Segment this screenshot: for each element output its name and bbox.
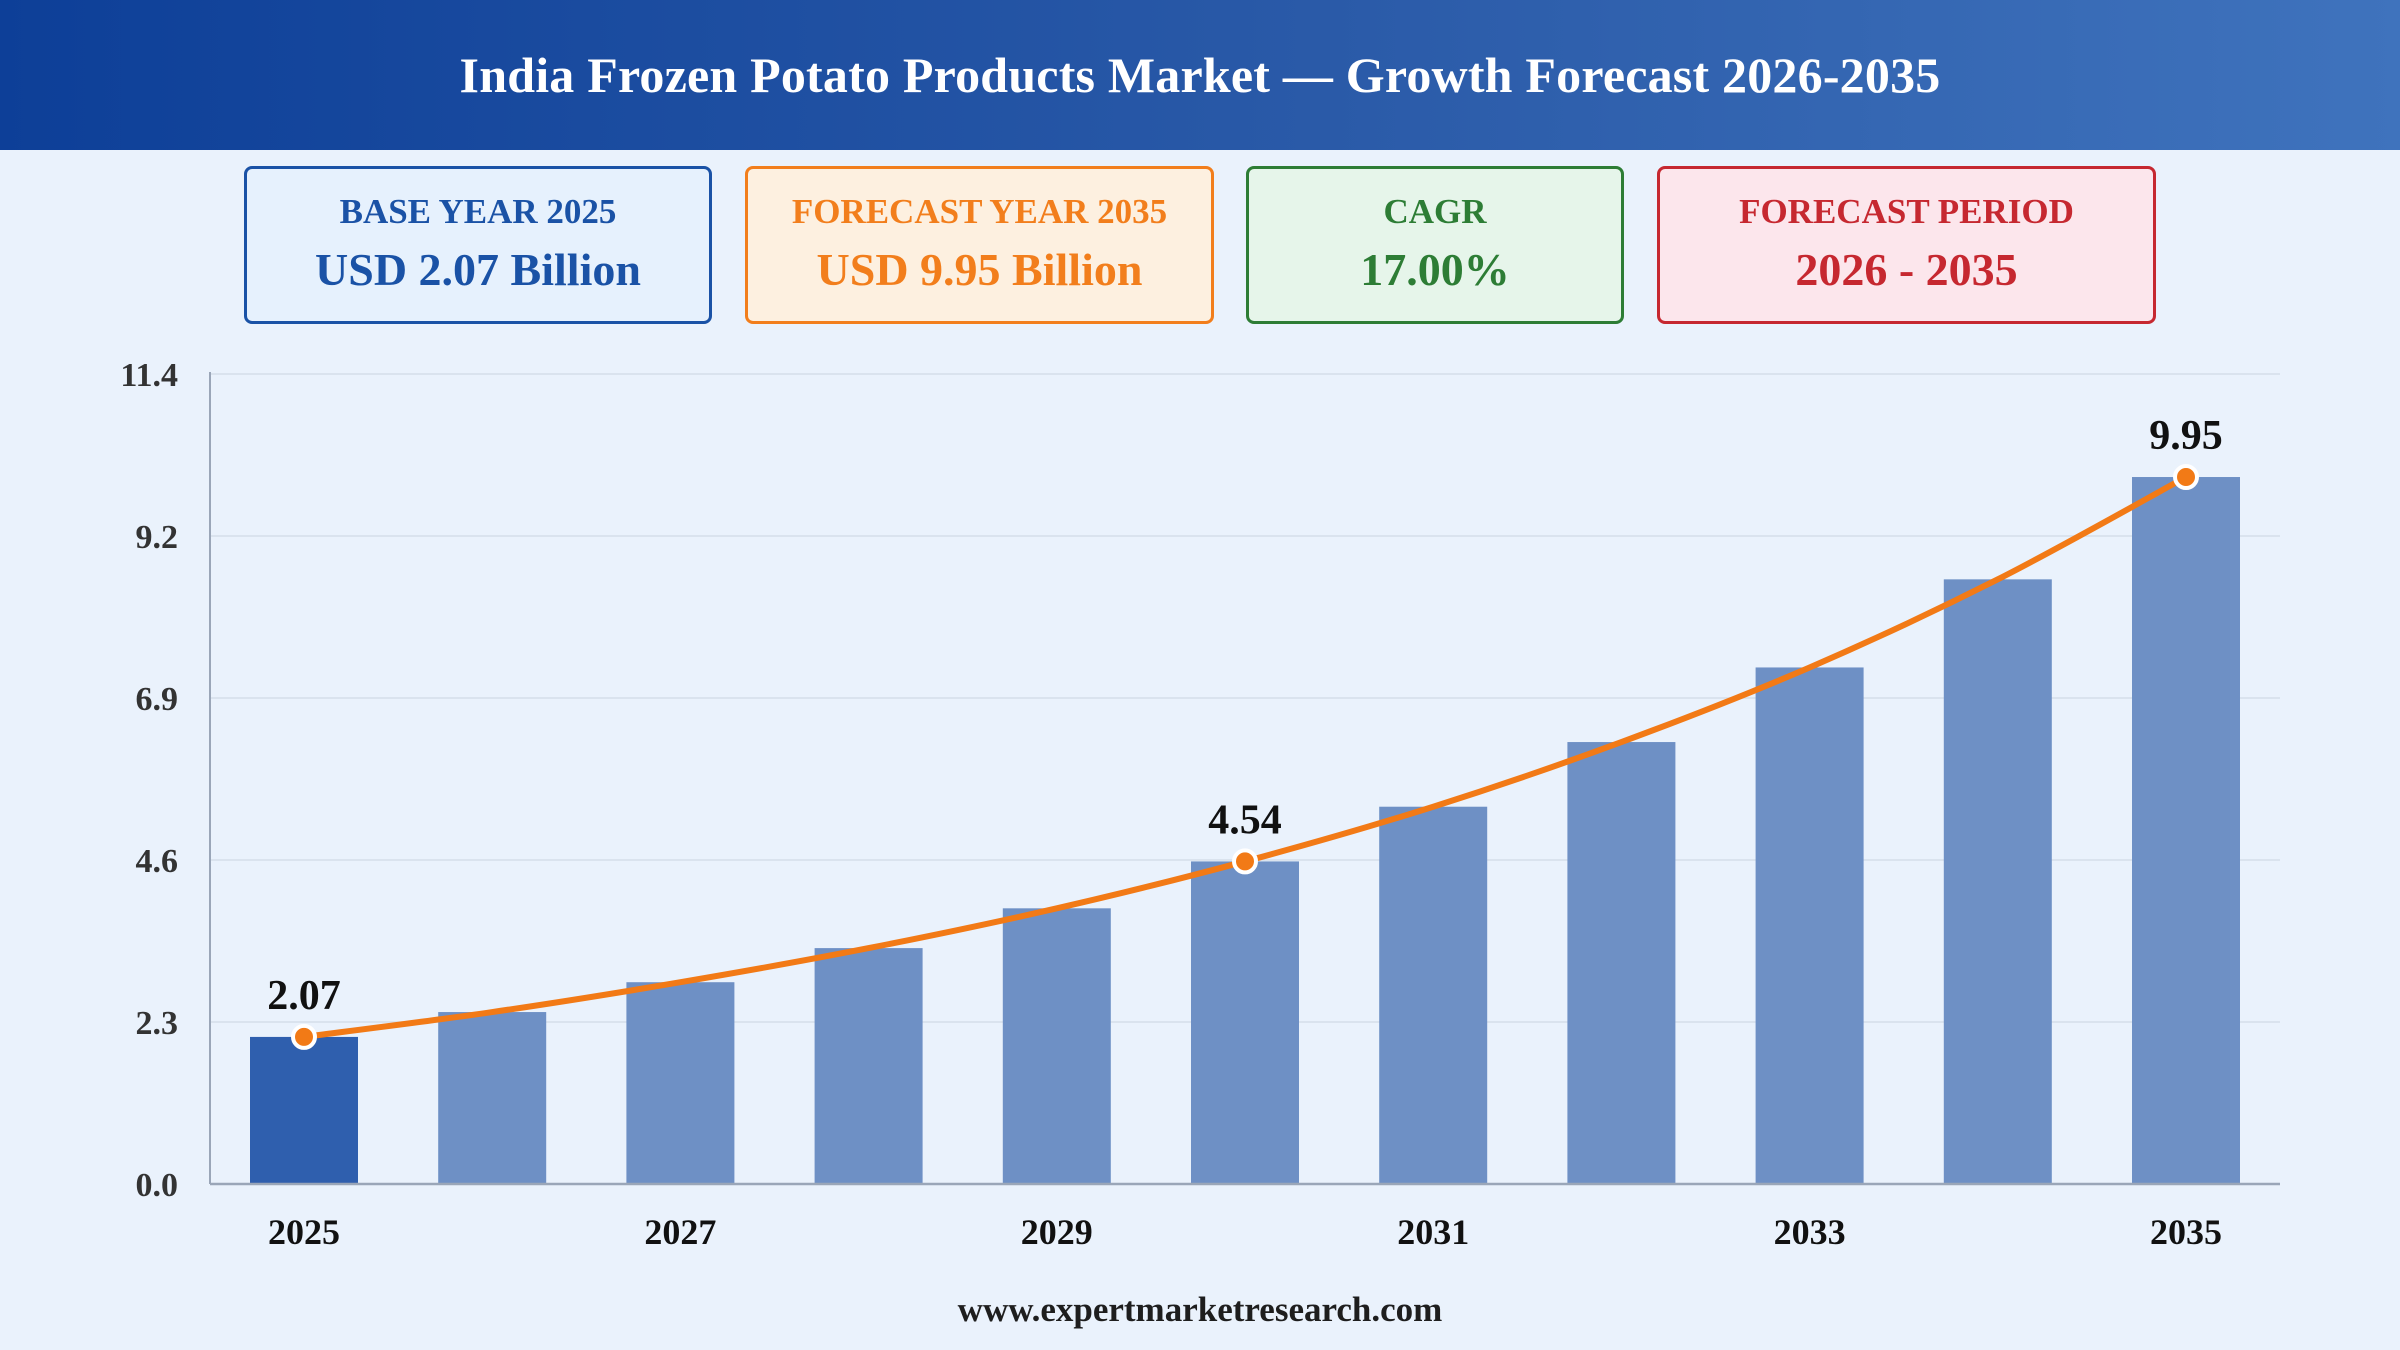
bar-2026	[438, 1012, 547, 1184]
forecast-year-card: FORECAST YEAR 2035 USD 9.95 Billion	[745, 166, 1214, 324]
bar-2029	[1002, 908, 1111, 1184]
forecast-period-value: 2026 - 2035	[1795, 243, 2018, 295]
bar-2030	[1191, 861, 1299, 1184]
bar-2032	[1567, 742, 1676, 1184]
cagr-value: 17.00%	[1360, 243, 1510, 295]
forecast-year-label: FORECAST YEAR 2035	[791, 192, 1168, 232]
bar-2035	[2132, 477, 2240, 1184]
base-year-value: USD 2.07 Billion	[315, 243, 641, 295]
data-label: 2.07	[267, 973, 341, 1019]
header-banner: India Frozen Potato Products Market — Gr…	[0, 0, 2400, 150]
bar-2033	[1755, 667, 1864, 1184]
base-year-label: BASE YEAR 2025	[339, 192, 617, 232]
x-tick-label: 2035	[2150, 1212, 2222, 1252]
y-tick-label: 11.4	[120, 357, 178, 394]
bar-2031	[1379, 806, 1488, 1184]
bars	[250, 477, 2240, 1184]
source-url: www.expertmarketresearch.com	[957, 1290, 1443, 1329]
x-tick-label: 2029	[1021, 1212, 1093, 1252]
forecast-year-value: USD 9.95 Billion	[816, 243, 1143, 295]
forecast-period-label: FORECAST PERIOD	[1739, 192, 2074, 232]
x-tick-label: 2031	[1397, 1212, 1469, 1252]
x-tick-label: 2033	[1774, 1212, 1846, 1252]
cagr-card: CAGR 17.00%	[1246, 166, 1624, 324]
trend-line-path	[301, 474, 2189, 1040]
y-tick-label: 9.2	[136, 519, 179, 556]
bar-2027	[626, 982, 735, 1184]
bar-2028	[814, 948, 923, 1184]
trend-point-marker	[1232, 848, 1258, 875]
axes: 0.0 2.3 4.6 6.9 9.2 11.4 2025 2027 2029 2031 2033 2…	[120, 357, 2280, 1252]
data-label: 4.54	[1208, 797, 1282, 843]
data-labels: 2.07 4.54 9.95	[267, 413, 2223, 1050]
y-tick-label: 4.6	[136, 843, 179, 880]
bar-2025	[250, 1036, 358, 1184]
trend-point-marker	[291, 1023, 317, 1050]
x-tick-label: 2027	[644, 1212, 716, 1252]
forecast-period-card: FORECAST PERIOD 2026 - 2035	[1657, 166, 2156, 324]
data-label: 9.95	[2149, 413, 2223, 459]
x-tick-label: 2025	[268, 1212, 340, 1252]
cagr-label: CAGR	[1383, 192, 1487, 232]
y-tick-label: 6.9	[136, 681, 179, 718]
y-tick-label: 0.0	[136, 1167, 179, 1204]
y-tick-label: 2.3	[136, 1005, 179, 1042]
page-title: India Frozen Potato Products Market — Gr…	[459, 47, 1941, 103]
bar-2034	[1943, 579, 2052, 1184]
trend-line	[301, 474, 2189, 1040]
trend-point-marker	[2173, 464, 2199, 491]
base-year-card: BASE YEAR 2025 USD 2.07 Billion	[244, 166, 712, 324]
